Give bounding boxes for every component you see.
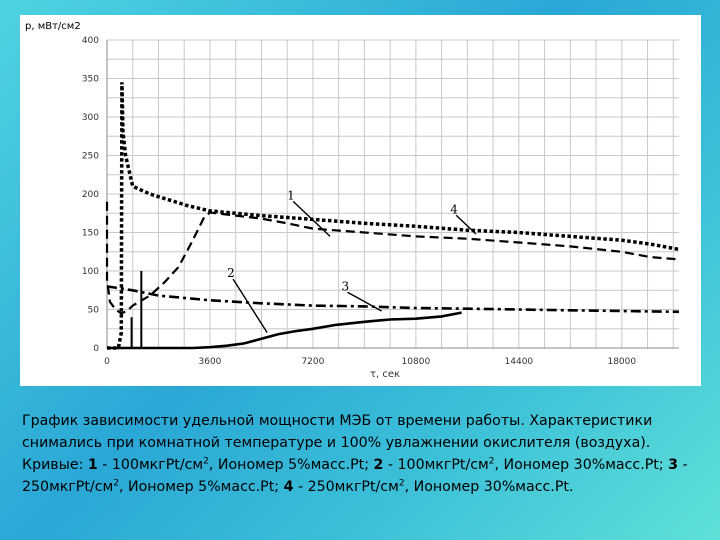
- x-tick-label: 14400: [505, 357, 534, 367]
- curve-label-3: 3: [342, 279, 350, 293]
- y-tick-label: 400: [82, 36, 99, 46]
- chart-panel: 0 50 100 150 200 250 300 350 400 0 3600 7200 10800 14…: [20, 15, 701, 386]
- y-tick-label: 350: [82, 75, 99, 85]
- x-tick-label: 18000: [607, 357, 636, 367]
- x-tick-label: 10800: [402, 357, 431, 367]
- y-tick-label: 150: [82, 229, 99, 239]
- curve-number: 4: [283, 479, 294, 495]
- figure-caption: График зависимости удельной мощности МЭБ…: [22, 413, 688, 495]
- y-tick-label: 0: [93, 344, 99, 354]
- annotations: 1 2 3 4: [227, 188, 477, 333]
- series-line-3: [106, 285, 680, 314]
- grid: [106, 39, 679, 349]
- y-tick-label: 100: [82, 267, 99, 277]
- series-line-2: [107, 311, 462, 350]
- caption-intro: График зависимости удельной мощности МЭБ…: [22, 413, 653, 473]
- leader-line-3: [347, 291, 382, 312]
- y-tick-label: 50: [88, 306, 100, 316]
- curve-number: 3: [668, 457, 679, 473]
- y-tick-label: 300: [82, 113, 99, 123]
- y-axis-label: p, мВт/см2: [25, 21, 81, 32]
- x-tick-label: 3600: [199, 357, 222, 367]
- y-tick-label: 200: [82, 190, 99, 200]
- series-line-4: [107, 82, 680, 350]
- leader-line-2: [232, 278, 268, 333]
- curve-number: 1: [87, 457, 98, 473]
- y-tick-label: 250: [82, 152, 99, 162]
- x-tick-label: 0: [104, 357, 110, 367]
- curve-number: 2: [373, 457, 384, 473]
- leader-line-4: [455, 214, 477, 235]
- curve-label-4: 4: [450, 202, 458, 216]
- x-tick-label: 7200: [301, 357, 324, 367]
- series-line-1: [105, 201, 680, 315]
- leader-line-1: [292, 200, 331, 237]
- curve-label-1: 1: [287, 188, 295, 202]
- series-lines: [105, 82, 680, 350]
- curve-label-2: 2: [227, 266, 235, 280]
- x-axis-label: τ, сек: [370, 369, 400, 380]
